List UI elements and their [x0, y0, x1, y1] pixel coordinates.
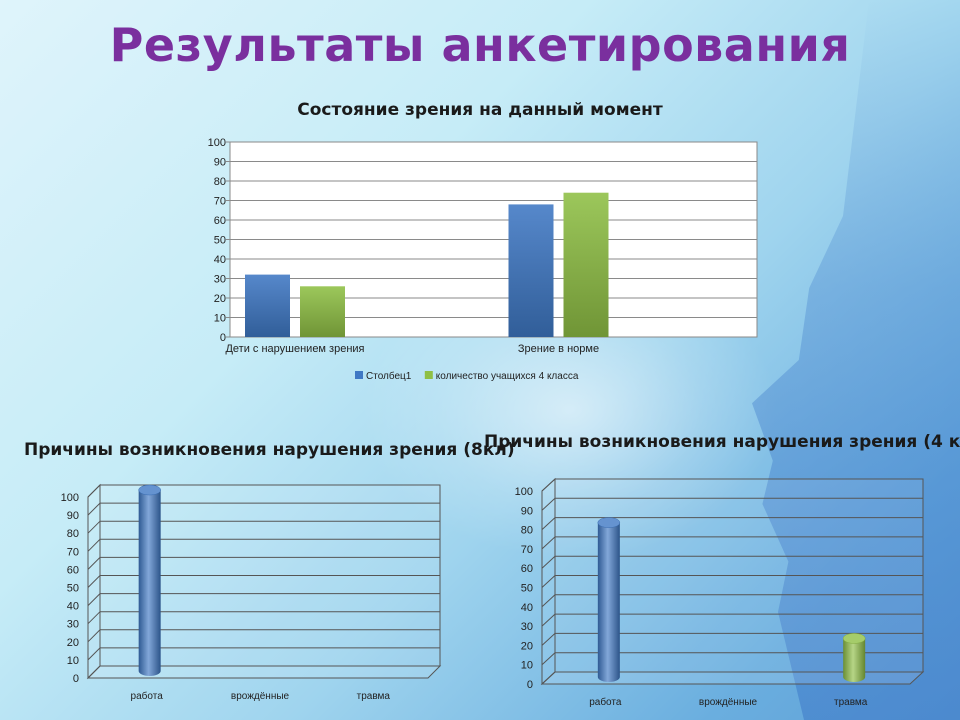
chart2-gridline — [87, 611, 440, 625]
chart3-bar — [597, 522, 620, 683]
chart3-y-tick-label: 10 — [521, 660, 533, 672]
chart1-y-tick-label: 100 — [208, 137, 226, 149]
chart3-bar-top — [842, 633, 866, 644]
chart1-y-tick-label: 20 — [214, 293, 226, 305]
chart3-x-tick-label: работа — [589, 696, 622, 708]
slide-title: Результаты анкетирования — [109, 18, 851, 72]
chart2-title: Причины возникновения нарушения зрения (… — [24, 440, 515, 460]
chart1-legend-label: Столбец1 — [366, 370, 412, 382]
chart3-y-tick-label: 30 — [521, 621, 533, 633]
chart3-gridline — [541, 536, 923, 550]
chart3-bar-top — [597, 517, 621, 528]
chart3-y-tick-label: 70 — [521, 544, 533, 556]
chart3-y-tick-label: 50 — [521, 583, 533, 595]
chart2-x-tick-label: травма — [357, 691, 391, 702]
chart2-y-tick-label: 40 — [67, 601, 79, 613]
chart2-gridline — [87, 502, 440, 516]
chart3-y-tick-label: 100 — [515, 486, 533, 498]
chart1-y-tick-label: 50 — [214, 235, 226, 247]
chart2-y-tick-label: 90 — [67, 510, 79, 522]
chart1-legend-swatch — [355, 371, 363, 379]
chart2-y-tick-label: 60 — [67, 564, 79, 576]
chart2-gridline — [87, 647, 440, 661]
chart1-y-tick-label: 70 — [214, 196, 226, 208]
chart3-gridline — [541, 594, 923, 608]
chart2-y-tick-label: 100 — [61, 492, 79, 504]
chart3-x-tick-label: врождённые — [699, 697, 758, 708]
chart3-gridline — [541, 478, 923, 492]
chart2-gridline — [87, 629, 440, 643]
chart1-y-tick-label: 0 — [220, 332, 226, 344]
chart3-y-tick-label: 80 — [521, 525, 533, 537]
chart1-title: Состояние зрения на данный момент — [297, 100, 663, 120]
chart2-y-tick-label: 30 — [67, 619, 79, 631]
chart1-y-tick-label: 10 — [214, 313, 226, 325]
chart3-x-tick-label: травма — [834, 697, 868, 708]
chart1-bar — [245, 274, 290, 337]
chart3-gridline — [541, 575, 923, 588]
chart2-floor — [86, 665, 442, 679]
chart2-x-tick-label: работа — [131, 690, 164, 702]
chart3-y-tick-label: 60 — [521, 563, 533, 575]
chart1-x-tick-label: Дети с нарушением зрения — [225, 343, 364, 355]
chart2-gridline — [87, 484, 440, 498]
chart3-gridline — [541, 555, 923, 569]
chart3-title: Причины возникновения нарушения зрения (… — [484, 432, 960, 452]
chart1-y-tick-label: 60 — [214, 215, 226, 227]
chart1-bar — [300, 286, 345, 337]
chart1-x-tick-label: Зрение в норме — [518, 343, 599, 355]
chart2-gridline — [87, 538, 440, 552]
chart2-gridline — [87, 520, 440, 534]
chart1-y-tick-label: 90 — [214, 157, 226, 169]
chart1-y-tick-label: 40 — [214, 254, 226, 266]
chart2-y-tick-label: 80 — [67, 528, 79, 540]
chart2-y-tick-label: 0 — [73, 673, 79, 685]
chart3-y-tick-label: 90 — [521, 505, 533, 517]
chart2-y-tick-label: 70 — [67, 546, 79, 558]
chart1-bar — [508, 204, 554, 337]
chart2-y-tick-label: 10 — [67, 655, 79, 667]
chart3-gridline — [541, 517, 923, 530]
chart1-bar — [563, 192, 609, 337]
chart1-y-tick-label: 80 — [214, 176, 226, 188]
chart2-gridline — [87, 593, 440, 606]
chart3-gridline — [541, 613, 923, 627]
chart3-y-tick-label: 40 — [521, 602, 533, 614]
chart2-bar-top — [138, 484, 161, 496]
chart2-gridline — [87, 575, 440, 588]
chart2-x-tick-label: врождённые — [231, 691, 290, 702]
chart1-legend-label: количество учащихся 4 класса — [436, 371, 579, 382]
chart1-legend-swatch — [424, 371, 433, 379]
chart3-gridline — [541, 652, 923, 666]
chart2-y-tick-label: 50 — [67, 583, 79, 595]
chart1-y-tick-label: 30 — [214, 274, 226, 286]
chart3-gridline — [541, 632, 923, 646]
chart3-y-tick-label: 20 — [521, 640, 533, 652]
chart3-gridline — [541, 497, 923, 511]
chart3-bar — [843, 638, 866, 683]
chart3-y-tick-label: 0 — [527, 679, 533, 691]
chart2-bar — [138, 490, 161, 676]
chart2-y-tick-label: 20 — [67, 637, 79, 649]
chart3-floor — [540, 671, 925, 685]
chart2-gridline — [87, 556, 440, 570]
